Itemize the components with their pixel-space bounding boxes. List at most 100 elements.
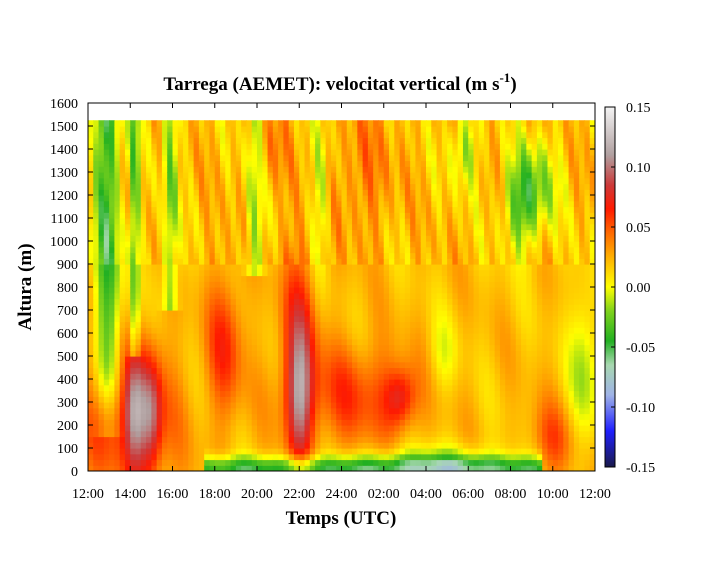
heatmap-cell xyxy=(468,430,475,438)
heatmap-cell xyxy=(262,189,269,196)
heatmap-cell xyxy=(188,384,195,392)
heatmap-cell xyxy=(431,413,438,420)
heatmap-cell xyxy=(394,361,401,369)
heatmap-cell xyxy=(505,131,512,139)
heatmap-cell xyxy=(436,154,443,162)
heatmap-cell xyxy=(309,396,316,403)
heatmap-cell xyxy=(177,183,184,190)
heatmap-cell xyxy=(161,419,168,426)
heatmap-cell xyxy=(426,292,432,300)
heatmap-cell xyxy=(114,160,121,167)
heatmap-cell xyxy=(341,292,348,300)
heatmap-cell xyxy=(357,310,364,317)
heatmap-cell xyxy=(283,252,290,259)
heatmap-cell xyxy=(119,246,126,254)
heatmap-cell xyxy=(473,459,480,466)
heatmap-cell xyxy=(320,281,327,288)
heatmap-cell xyxy=(93,235,100,242)
heatmap-cell xyxy=(436,459,443,466)
heatmap-cell xyxy=(235,149,242,156)
heatmap-cell xyxy=(389,131,395,139)
heatmap-cell xyxy=(161,350,168,357)
heatmap-cell xyxy=(330,218,337,225)
heatmap-cell xyxy=(172,442,179,449)
heatmap-cell xyxy=(278,430,285,438)
heatmap-cell xyxy=(220,379,226,386)
heatmap-cell xyxy=(278,177,285,185)
heatmap-cell xyxy=(151,131,158,139)
heatmap-cell xyxy=(309,269,316,277)
heatmap-cell xyxy=(267,223,274,231)
heatmap-cell xyxy=(109,246,116,254)
heatmap-cell xyxy=(220,275,226,282)
heatmap-cell xyxy=(367,338,374,346)
heatmap-cell xyxy=(140,402,147,409)
heatmap-cell xyxy=(383,200,390,208)
heatmap-cell xyxy=(278,200,285,208)
heatmap-cell xyxy=(468,419,475,426)
heatmap-cell xyxy=(167,258,174,265)
heatmap-cell xyxy=(404,344,411,351)
heatmap-cell xyxy=(367,235,374,242)
heatmap-cell xyxy=(251,206,258,213)
heatmap-cell xyxy=(394,235,401,242)
heatmap-cell xyxy=(494,177,501,185)
heatmap-cell xyxy=(357,453,364,461)
heatmap-cell xyxy=(346,396,353,403)
heatmap-cell xyxy=(378,310,385,317)
heatmap-cell xyxy=(484,189,490,196)
heatmap-cell xyxy=(267,258,274,265)
heatmap-cell xyxy=(225,160,232,167)
heatmap-cell xyxy=(204,160,211,167)
heatmap-cell xyxy=(362,166,369,173)
heatmap-cell xyxy=(404,246,411,254)
heatmap-cell xyxy=(399,252,406,259)
heatmap-cell xyxy=(88,465,94,471)
heatmap-cell xyxy=(146,436,152,443)
heatmap-cell xyxy=(330,442,337,449)
heatmap-cell xyxy=(510,126,517,133)
heatmap-cell xyxy=(257,195,263,202)
heatmap-cell xyxy=(441,189,448,196)
heatmap-cell xyxy=(357,189,364,196)
heatmap-cell xyxy=(230,166,237,173)
heatmap-cell xyxy=(320,229,327,236)
heatmap-cell xyxy=(146,229,152,236)
heatmap-cell xyxy=(109,442,116,449)
heatmap-cell xyxy=(415,166,422,173)
heatmap-cell xyxy=(214,402,221,409)
heatmap-cell xyxy=(505,177,512,185)
heatmap-cell xyxy=(246,373,253,380)
heatmap-cell xyxy=(177,218,184,225)
heatmap-cell xyxy=(220,172,226,179)
heatmap-cell xyxy=(367,137,374,144)
heatmap-cell xyxy=(457,321,464,328)
heatmap-cell xyxy=(362,218,369,225)
heatmap-cell xyxy=(484,177,490,185)
heatmap-cell xyxy=(452,292,459,300)
heatmap-cell xyxy=(283,166,290,173)
heatmap-cell xyxy=(452,304,459,311)
heatmap-cell xyxy=(130,252,137,259)
heatmap-cell xyxy=(468,315,475,323)
heatmap-cell xyxy=(88,321,94,328)
heatmap-cell xyxy=(124,373,131,380)
heatmap-cell xyxy=(156,350,163,357)
heatmap-cell xyxy=(88,356,94,363)
heatmap-cell xyxy=(346,361,353,369)
heatmap-cell xyxy=(304,281,311,288)
heatmap-cell xyxy=(188,333,195,340)
heatmap-cell xyxy=(230,252,237,259)
heatmap-cell xyxy=(484,212,490,219)
heatmap-cell xyxy=(399,246,406,254)
heatmap-cell xyxy=(389,200,395,208)
heatmap-cell xyxy=(468,160,475,167)
heatmap-cell xyxy=(246,419,253,426)
heatmap-cell xyxy=(346,143,353,150)
heatmap-cell xyxy=(230,264,237,271)
heatmap-cell xyxy=(357,131,364,139)
heatmap-cell xyxy=(415,453,422,461)
heatmap-cell xyxy=(367,373,374,380)
heatmap-cell xyxy=(505,459,512,466)
heatmap-cell xyxy=(309,223,316,231)
